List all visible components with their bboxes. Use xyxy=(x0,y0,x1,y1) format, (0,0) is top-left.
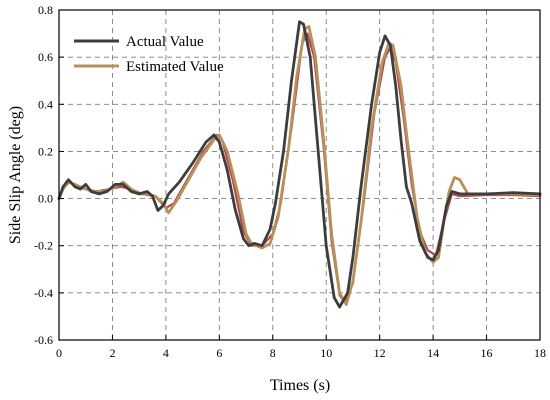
legend-label-actual: Actual Value xyxy=(126,34,204,50)
y-tick-label: 0.2 xyxy=(38,144,53,158)
legend-label-estimated: Estimated Value xyxy=(126,59,224,75)
x-tick-label: 4 xyxy=(163,346,169,360)
x-tick-label: 6 xyxy=(216,346,222,360)
x-tick-label: 14 xyxy=(427,346,439,360)
x-tick-label: 8 xyxy=(270,346,276,360)
x-tick-label: 0 xyxy=(56,346,62,360)
y-tick-label: 0.0 xyxy=(38,192,53,206)
x-tick-label: 18 xyxy=(534,346,546,360)
series-lines xyxy=(57,20,542,309)
x-tick-label: 16 xyxy=(481,346,493,360)
series-line-actual-value xyxy=(57,20,542,309)
x-tick-label: 10 xyxy=(320,346,332,360)
plot-frame xyxy=(58,9,541,341)
y-tick-label: -0.2 xyxy=(34,239,53,253)
x-tick-label: 12 xyxy=(374,346,386,360)
y-tick-label: -0.6 xyxy=(34,333,53,347)
x-axis-title: Times (s) xyxy=(270,377,330,394)
x-tick-label: 2 xyxy=(109,346,115,360)
axis-ticks: 0 2 4 6 8 10 12 14 16 18 -0.6 -0.4 -0.2 0.0 0.2 0.4 0.6 0… xyxy=(34,3,546,360)
y-tick-label: -0.4 xyxy=(34,286,53,300)
y-axis-title: Side Slip Angle (deg) xyxy=(7,106,24,244)
legend: Actual Value Estimated Value xyxy=(74,34,224,75)
y-tick-label: 0.8 xyxy=(38,3,53,17)
y-tick-label: 0.6 xyxy=(38,50,53,64)
y-tick-label: 0.4 xyxy=(38,97,53,111)
